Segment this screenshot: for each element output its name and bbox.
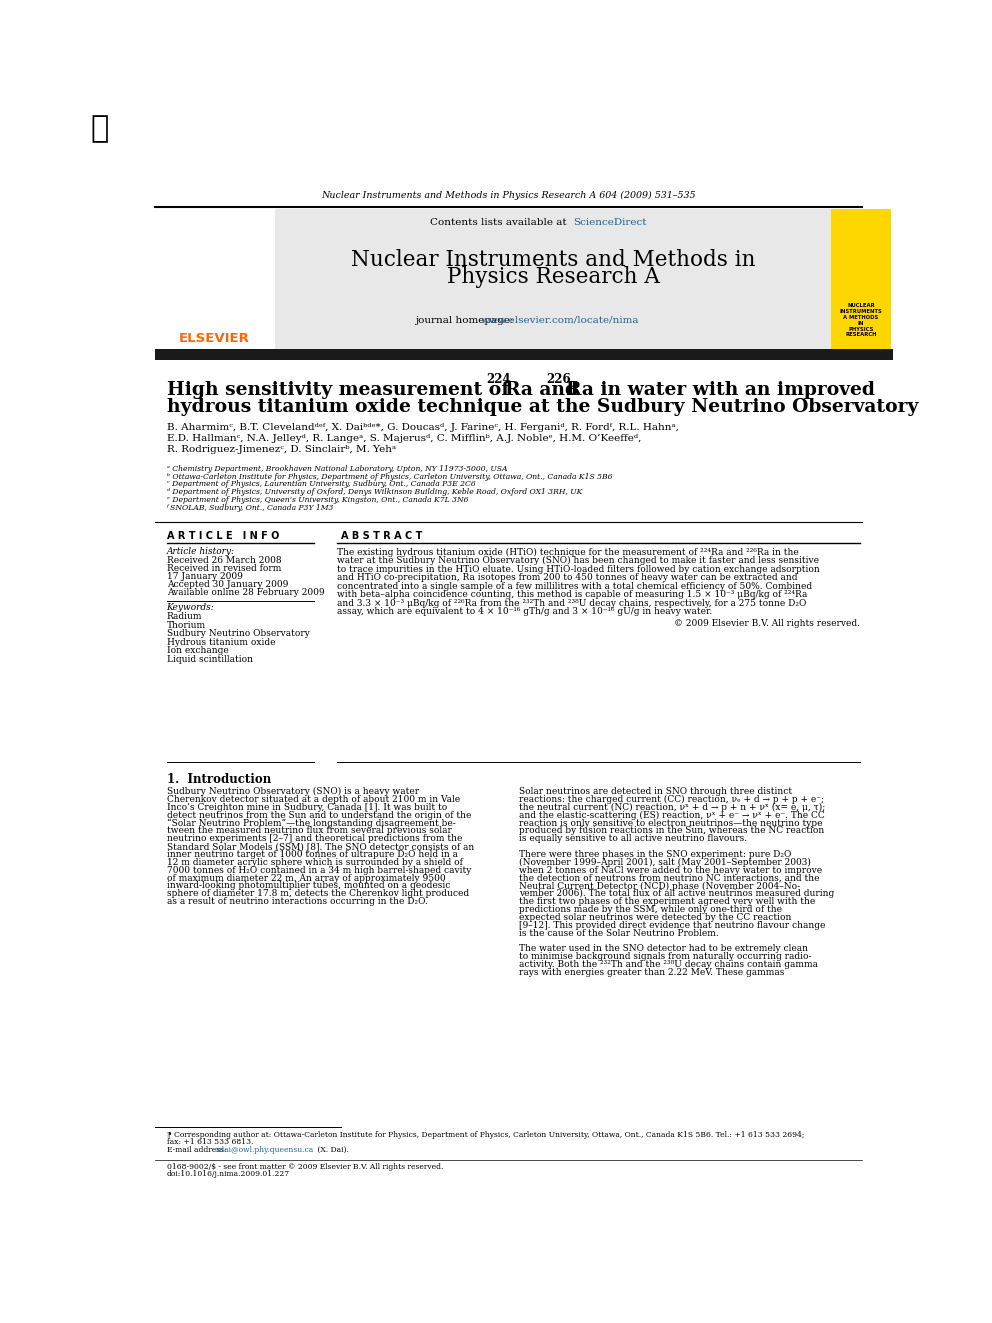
Text: expected solar neutrinos were detected by the CC reaction: expected solar neutrinos were detected b… <box>519 913 792 922</box>
Text: E.D. Hallmanᶜ, N.A. Jelleyᵈ, R. Langeᵃ, S. Majerusᵈ, C. Mifflinᵇ, A.J. Nobleᵉ, H: E.D. Hallmanᶜ, N.A. Jelleyᵈ, R. Langeᵃ, … <box>167 434 641 443</box>
Text: 226: 226 <box>547 373 571 386</box>
Text: www.elsevier.com/locate/nima: www.elsevier.com/locate/nima <box>480 316 639 325</box>
Text: B. Aharmimᶜ, B.T. Clevelandᵈᵉᶠ, X. Daiᵇᵈᵉ*, G. Doucasᵈ, J. Farineᶜ, H. Ferganiᵈ,: B. Aharmimᶜ, B.T. Clevelandᵈᵉᶠ, X. Daiᵇᵈ… <box>167 423 679 433</box>
Text: [9–12]. This provided direct evidence that neutrino flavour change: [9–12]. This provided direct evidence th… <box>519 921 825 930</box>
Text: 0168-9002/$ - see front matter © 2009 Elsevier B.V. All rights reserved.: 0168-9002/$ - see front matter © 2009 El… <box>167 1163 443 1171</box>
Text: 12 m diameter acrylic sphere which is surrounded by a shield of: 12 m diameter acrylic sphere which is su… <box>167 857 462 867</box>
Text: vember 2006). The total flux of all active neutrinos measured during: vember 2006). The total flux of all acti… <box>519 889 834 898</box>
Text: hydrous titanium oxide technique at the Sudbury Neutrino Observatory: hydrous titanium oxide technique at the … <box>167 398 919 417</box>
Text: 17 January 2009: 17 January 2009 <box>167 572 242 581</box>
Text: Standard Solar Models (SSM) [8]. The SNO detector consists of an: Standard Solar Models (SSM) [8]. The SNO… <box>167 843 474 851</box>
Text: 🌲: 🌲 <box>90 114 108 143</box>
Text: concentrated into a single sample of a few millilitres with a total chemical eff: concentrated into a single sample of a f… <box>337 582 812 590</box>
Text: Accepted 30 January 2009: Accepted 30 January 2009 <box>167 579 288 589</box>
Text: rays with energies greater than 2.22 MeV. These gammas: rays with energies greater than 2.22 MeV… <box>519 968 785 976</box>
Text: assay, which are equivalent to 4 × 10⁻¹⁶ gTh/g and 3 × 10⁻¹⁶ gU/g in heavy water: assay, which are equivalent to 4 × 10⁻¹⁶… <box>337 607 712 617</box>
Text: Thorium: Thorium <box>167 620 205 630</box>
Text: journal homepage:: journal homepage: <box>415 316 517 325</box>
Text: Nuclear Instruments and Methods in Physics Research A 604 (2009) 531–535: Nuclear Instruments and Methods in Physi… <box>321 191 695 200</box>
Text: xdai@owl.phy.queensu.ca: xdai@owl.phy.queensu.ca <box>215 1146 313 1154</box>
Text: Sudbury Neutrino Observatory: Sudbury Neutrino Observatory <box>167 630 310 639</box>
Text: Sudbury Neutrino Observatory (SNO) is a heavy water: Sudbury Neutrino Observatory (SNO) is a … <box>167 787 419 796</box>
Text: ⁋ Corresponding author at: Ottawa-Carleton Institute for Physics, Department of : ⁋ Corresponding author at: Ottawa-Carlet… <box>167 1131 805 1139</box>
Text: ᵉ Department of Physics, Queen’s University, Kingston, Ont., Canada K7L 3N6: ᵉ Department of Physics, Queen’s Univers… <box>167 496 468 504</box>
Text: reactions: the charged current (CC) reaction, νₑ + d → p + p + e⁻;: reactions: the charged current (CC) reac… <box>519 795 824 804</box>
Text: the detection of neutrons from neutrino NC interactions, and the: the detection of neutrons from neutrino … <box>519 873 819 882</box>
Text: Nuclear Instruments and Methods in: Nuclear Instruments and Methods in <box>351 249 756 271</box>
Text: ᶜ Department of Physics, Laurentian University, Sudbury, Ont., Canada P3E 2C6: ᶜ Department of Physics, Laurentian Univ… <box>167 480 475 488</box>
Text: is the cause of the Solar Neutrino Problem.: is the cause of the Solar Neutrino Probl… <box>519 929 719 938</box>
Text: Available online 28 February 2009: Available online 28 February 2009 <box>167 587 324 597</box>
Text: Inco’s Creighton mine in Sudbury, Canada [1]. It was built to: Inco’s Creighton mine in Sudbury, Canada… <box>167 803 446 812</box>
FancyBboxPatch shape <box>275 209 831 349</box>
Text: Hydrous titanium oxide: Hydrous titanium oxide <box>167 638 275 647</box>
Text: 7000 tonnes of H₂O contained in a 34 m high barrel-shaped cavity: 7000 tonnes of H₂O contained in a 34 m h… <box>167 865 471 875</box>
Text: reaction is only sensitive to electron neutrinos—the neutrino type: reaction is only sensitive to electron n… <box>519 819 822 828</box>
Text: the first two phases of the experiment agreed very well with the: the first two phases of the experiment a… <box>519 897 815 906</box>
Text: ᵈ Department of Physics, University of Oxford, Denys Wilkinson Building, Keble R: ᵈ Department of Physics, University of O… <box>167 488 582 496</box>
Text: There were three phases in the SNO experiment: pure D₂O: There were three phases in the SNO exper… <box>519 851 792 859</box>
Text: The water used in the SNO detector had to be extremely clean: The water used in the SNO detector had t… <box>519 945 808 954</box>
FancyBboxPatch shape <box>831 209 891 349</box>
Text: 1.  Introduction: 1. Introduction <box>167 773 271 786</box>
Text: Ion exchange: Ion exchange <box>167 647 228 655</box>
Text: Liquid scintillation: Liquid scintillation <box>167 655 253 664</box>
Text: and HTiO co-precipitation, Ra isotopes from 200 to 450 tonnes of heavy water can: and HTiO co-precipitation, Ra isotopes f… <box>337 573 798 582</box>
Text: High sensitivity measurement of: High sensitivity measurement of <box>167 381 516 398</box>
Text: is equally sensitive to all active neutrino flavours.: is equally sensitive to all active neutr… <box>519 835 747 843</box>
Text: Contents lists available at: Contents lists available at <box>431 218 570 228</box>
Text: tween the measured neutrino flux from several previous solar: tween the measured neutrino flux from se… <box>167 827 451 835</box>
Text: fax: +1 613 533 6813.: fax: +1 613 533 6813. <box>167 1138 253 1146</box>
Text: ᵃ Chemistry Department, Brookhaven National Laboratory, Upton, NY 11973-5000, US: ᵃ Chemistry Department, Brookhaven Natio… <box>167 466 507 474</box>
Text: with beta–alpha coincidence counting, this method is capable of measuring 1.5 × : with beta–alpha coincidence counting, th… <box>337 590 807 599</box>
Text: Cherenkov detector situated at a depth of about 2100 m in Vale: Cherenkov detector situated at a depth o… <box>167 795 459 804</box>
Text: doi:10.1016/j.nima.2009.01.227: doi:10.1016/j.nima.2009.01.227 <box>167 1170 290 1177</box>
Text: Neutral Current Detector (NCD) phase (November 2004–No-: Neutral Current Detector (NCD) phase (No… <box>519 881 801 890</box>
Text: Received 26 March 2008: Received 26 March 2008 <box>167 556 282 565</box>
Text: inward-looking photomultiplier tubes, mounted on a geodesic: inward-looking photomultiplier tubes, mo… <box>167 881 450 890</box>
Text: Keywords:: Keywords: <box>167 603 214 613</box>
Text: A B S T R A C T: A B S T R A C T <box>341 531 423 541</box>
Text: E-mail address:: E-mail address: <box>167 1146 228 1154</box>
Text: ELSEVIER: ELSEVIER <box>180 332 250 345</box>
Text: produced by fusion reactions in the Sun, whereas the NC reaction: produced by fusion reactions in the Sun,… <box>519 827 824 835</box>
Text: and the elastic-scattering (ES) reaction, νˣ + e⁻ → νˣ + e⁻. The CC: and the elastic-scattering (ES) reaction… <box>519 811 825 820</box>
Text: Solar neutrinos are detected in SNO through three distinct: Solar neutrinos are detected in SNO thro… <box>519 787 793 796</box>
Text: ᶠ SNOLAB, Sudbury, Ont., Canada P3Y 1M3: ᶠ SNOLAB, Sudbury, Ont., Canada P3Y 1M3 <box>167 504 334 512</box>
FancyBboxPatch shape <box>155 349 893 360</box>
Text: ᵇ Ottawa-Carleton Institute for Physics, Department of Physics, Carleton Univers: ᵇ Ottawa-Carleton Institute for Physics,… <box>167 472 612 480</box>
Text: of maximum diameter 22 m. An array of approximately 9500: of maximum diameter 22 m. An array of ap… <box>167 873 445 882</box>
Text: (November 1999–April 2001), salt (May 2001–September 2003): (November 1999–April 2001), salt (May 20… <box>519 857 811 867</box>
Text: Ra in water with an improved: Ra in water with an improved <box>565 381 875 398</box>
Text: water at the Sudbury Neutrino Observatory (SNO) has been changed to make it fast: water at the Sudbury Neutrino Observator… <box>337 556 819 565</box>
Text: sphere of diameter 17.8 m, detects the Cherenkov light produced: sphere of diameter 17.8 m, detects the C… <box>167 889 469 898</box>
FancyBboxPatch shape <box>155 209 275 349</box>
Text: and 3.3 × 10⁻³ μBq/kg of ²²⁶Ra from the ²³²Th and ²³⁸U decay chains, respectivel: and 3.3 × 10⁻³ μBq/kg of ²²⁶Ra from the … <box>337 598 806 607</box>
Text: detect neutrinos from the Sun and to understand the origin of the: detect neutrinos from the Sun and to und… <box>167 811 471 820</box>
Text: Received in revised form: Received in revised form <box>167 564 281 573</box>
Text: R. Rodriguez-Jimenezᶜ, D. Sinclairᵇ, M. Yehᵃ: R. Rodriguez-Jimenezᶜ, D. Sinclairᵇ, M. … <box>167 445 396 454</box>
Text: The existing hydrous titanium oxide (HTiO) technique for the measurement of ²²⁴R: The existing hydrous titanium oxide (HTi… <box>337 548 799 557</box>
Text: inner neutrino target of 1000 tonnes of ultrapure D₂O held in a: inner neutrino target of 1000 tonnes of … <box>167 851 457 859</box>
Text: as a result of neutrino interactions occurring in the D₂O.: as a result of neutrino interactions occ… <box>167 897 428 906</box>
Text: (X. Dai).: (X. Dai). <box>315 1146 349 1154</box>
Text: predictions made by the SSM, while only one-third of the: predictions made by the SSM, while only … <box>519 905 783 914</box>
Text: ScienceDirect: ScienceDirect <box>573 218 647 228</box>
Text: Radium: Radium <box>167 613 202 622</box>
Text: Article history:: Article history: <box>167 546 235 556</box>
Text: Physics Research A: Physics Research A <box>447 266 660 288</box>
Text: neutrino experiments [2–7] and theoretical predictions from the: neutrino experiments [2–7] and theoretic… <box>167 835 462 843</box>
Text: © 2009 Elsevier B.V. All rights reserved.: © 2009 Elsevier B.V. All rights reserved… <box>675 619 860 627</box>
Text: activity. Both the ²³²Th and the ²³⁸U decay chains contain gamma: activity. Both the ²³²Th and the ²³⁸U de… <box>519 960 818 968</box>
Text: to minimise background signals from naturally occurring radio-: to minimise background signals from natu… <box>519 953 811 960</box>
Text: when 2 tonnes of NaCl were added to the heavy water to improve: when 2 tonnes of NaCl were added to the … <box>519 865 822 875</box>
Text: 224: 224 <box>487 373 511 386</box>
Text: to trace impurities in the HTiO eluate. Using HTiO-loaded filters followed by ca: to trace impurities in the HTiO eluate. … <box>337 565 819 574</box>
Text: the neutral current (NC) reaction, νˣ + d → p + n + νˣ (x= e, μ, τ);: the neutral current (NC) reaction, νˣ + … <box>519 803 825 812</box>
Text: A R T I C L E   I N F O: A R T I C L E I N F O <box>167 531 279 541</box>
Text: “Solar Neutrino Problem”—the longstanding disagreement be-: “Solar Neutrino Problem”—the longstandin… <box>167 819 455 828</box>
Text: Ra and: Ra and <box>505 381 585 398</box>
Text: NUCLEAR
INSTRUMENTS
A METHODS
IN
PHYSICS
RESEARCH: NUCLEAR INSTRUMENTS A METHODS IN PHYSICS… <box>839 303 883 337</box>
